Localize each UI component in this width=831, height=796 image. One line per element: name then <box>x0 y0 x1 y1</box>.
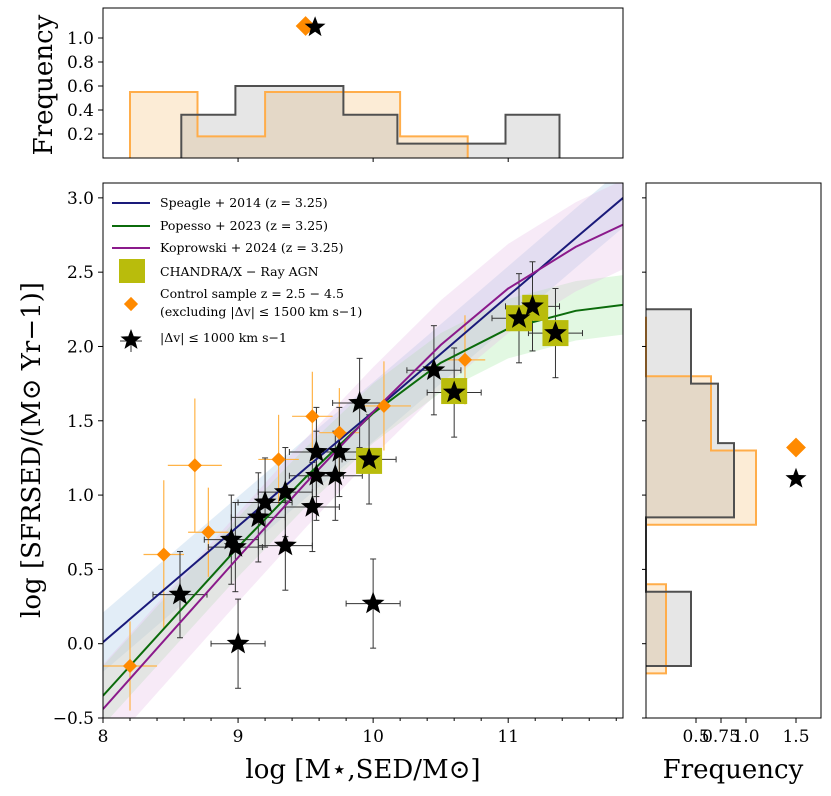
legend-label-koprowski: Koprowski + 2024 (z = 3.25) <box>160 240 344 255</box>
main-xlabel: log [M⋆,SED/M⊙] <box>245 755 480 785</box>
main-xtick-label: 8 <box>98 727 109 747</box>
main-ylabel: log [SFRSED/(M⊙ Yr−1)] <box>17 282 47 618</box>
main-ytick-label: 2.5 <box>67 263 94 283</box>
control-diamond <box>156 547 171 562</box>
control-diamond <box>305 409 320 424</box>
legend-label-speagle: Speagle + 2014 (z = 3.25) <box>160 195 328 210</box>
target-star <box>305 440 328 462</box>
top-histogram: 0.2 0.4 0.6 0.8 1.0 Frequency <box>29 7 624 162</box>
target-star <box>273 480 297 502</box>
control-diamond <box>457 352 473 367</box>
target-star <box>323 463 347 486</box>
right-hist-xtick-label: 0.5 <box>682 727 709 747</box>
main-ytick-label: 2.0 <box>67 337 94 357</box>
top-hist-gray-step <box>180 85 561 158</box>
relation-line-2 <box>103 223 623 710</box>
top-hist-gray-fill <box>181 86 560 158</box>
top-hist-ytick-label: 0.4 <box>67 101 94 121</box>
target-star <box>273 533 297 556</box>
legend-star <box>120 329 142 349</box>
legend-label-agn: CHANDRA/X − Ray AGN <box>160 264 319 279</box>
control-diamond <box>201 525 216 540</box>
target-star <box>348 390 371 413</box>
target-star <box>442 380 466 403</box>
main-frame <box>102 182 624 719</box>
target-star <box>226 631 250 654</box>
target-star <box>253 490 277 513</box>
main-xtick-label: 11 <box>497 727 519 747</box>
right-hist-star <box>785 467 807 488</box>
target-star-markers <box>168 294 567 654</box>
target-star <box>521 294 544 317</box>
top-hist-ytick-label: 0.8 <box>67 53 94 73</box>
legend: Speagle + 2014 (z = 3.25) Popesso + 2023… <box>112 195 362 352</box>
right-hist-diamond <box>786 437 806 458</box>
main-ytick-label: 3.0 <box>67 189 94 209</box>
main-ytick-label: 1.5 <box>67 412 94 432</box>
top-hist-ytick-label: 1.0 <box>67 29 94 49</box>
top-hist-frame <box>102 7 624 159</box>
target-star <box>544 321 567 343</box>
target-star <box>361 591 385 614</box>
top-hist-ytick-label: 0.6 <box>67 77 94 97</box>
target-star <box>246 505 270 528</box>
main-scatter: 8 9 10 11 −0.5 0.0 0.5 1.0 1.5 2.0 2.5 3.0 Speagle … <box>17 182 624 785</box>
control-diamond <box>271 452 286 467</box>
control-diamond <box>332 425 347 440</box>
legend-agn-square <box>119 259 145 283</box>
main-ytick-label: 1.0 <box>67 486 94 506</box>
control-markers <box>122 352 473 674</box>
right-hist-gray-step <box>645 308 735 667</box>
main-xtick-label: 10 <box>362 727 384 747</box>
control-diamond <box>187 458 202 473</box>
right-hist-orange-fill <box>646 316 756 674</box>
control-diamond <box>122 658 138 674</box>
top-hist-orange-fill <box>130 92 468 158</box>
right-hist-xtick-label: 1.0 <box>732 727 759 747</box>
top-hist-marks <box>129 16 561 158</box>
target-star <box>328 440 351 462</box>
legend-label-control: Control sample z = 2.5 − 4.5 <box>160 286 344 301</box>
right-hist-xtick-label: 0.75 <box>702 727 740 747</box>
relation-band-1 <box>103 275 623 718</box>
target-star <box>357 447 381 470</box>
right-hist-marks <box>645 308 807 675</box>
control-diamond <box>376 398 392 413</box>
main-ytick-label: 0.5 <box>67 560 94 580</box>
target-star <box>507 306 531 328</box>
main-ytick-label: −0.5 <box>53 709 94 729</box>
target-star <box>300 495 324 517</box>
top-hist-orange-step <box>129 91 469 158</box>
right-hist-xticks: 0.50.751.0 1.5 <box>642 197 810 747</box>
main-ticks: 8 9 10 11 −0.5 0.0 0.5 1.0 1.5 2.0 2.5 3.0 <box>53 189 617 747</box>
legend-label-control-note: (excluding |Δv| ≤ 1500 km s−1) <box>160 304 362 319</box>
top-hist-star <box>304 16 326 37</box>
relation-lines <box>103 197 623 710</box>
top-hist-ylabel: Frequency <box>29 14 59 155</box>
legend-control-diamond <box>123 296 139 312</box>
legend-star-icon <box>120 329 142 352</box>
target-star <box>219 527 243 550</box>
target-star <box>224 535 247 557</box>
legend-label-popesso: Popesso + 2023 (z = 3.25) <box>160 218 328 233</box>
top-hist-yticks: 0.2 0.4 0.6 0.8 1.0 <box>67 29 509 162</box>
target-star <box>305 463 328 486</box>
target-star <box>168 582 192 605</box>
right-hist-orange-step <box>645 316 757 675</box>
right-hist-xtick-label: 1.5 <box>782 727 809 747</box>
right-hist-xlabel: Frequency <box>663 755 804 785</box>
target-star <box>422 358 446 380</box>
top-hist-ytick-label: 0.2 <box>67 125 94 145</box>
right-hist-frame <box>645 182 822 719</box>
right-histogram: 0.50.751.0 1.5 Frequency <box>642 182 822 785</box>
legend-label-targets: |Δv| ≤ 1000 km s−1 <box>160 330 287 345</box>
main-xtick-label: 9 <box>233 727 244 747</box>
main-ytick-label: 0.0 <box>67 635 94 655</box>
